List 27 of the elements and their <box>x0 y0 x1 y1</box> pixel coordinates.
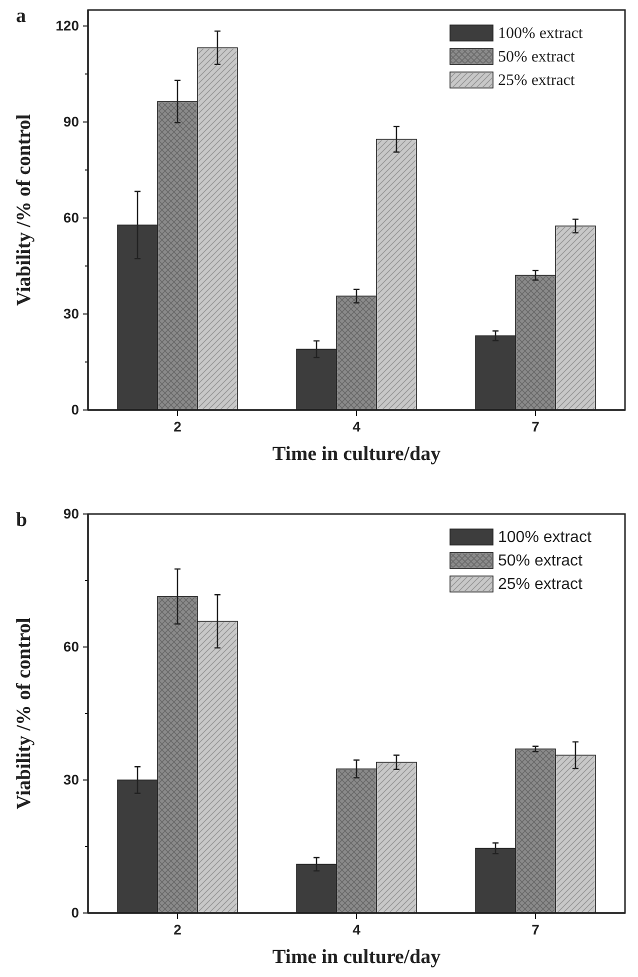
x-tick-label: 7 <box>532 418 540 435</box>
y-tick-label: 60 <box>63 209 80 226</box>
legend-label: 50% extract <box>498 48 576 66</box>
y-tick-label: 90 <box>63 505 80 522</box>
x-tick-label: 2 <box>174 922 182 938</box>
x-axis-title: Time in culture/day <box>272 946 441 968</box>
y-tick-label: 30 <box>63 305 80 322</box>
legend-label: 25% extract <box>498 576 584 593</box>
x-tick-label: 4 <box>352 418 361 435</box>
legend-label: 100% extract <box>498 529 592 546</box>
y-axis-title: Viability /% of control <box>13 617 35 810</box>
y-tick-label: 60 <box>63 638 80 654</box>
legend-label: 25% extract <box>498 72 576 89</box>
y-tick-label: 120 <box>56 17 80 34</box>
y-tick-label: 0 <box>71 904 80 920</box>
x-tick-label: 2 <box>174 418 182 435</box>
x-tick-label: 4 <box>352 922 361 938</box>
chart-title: b <box>16 509 28 531</box>
x-tick-label: 7 <box>532 922 540 938</box>
legend-label: 100% extract <box>498 25 584 42</box>
y-tick-label: 30 <box>63 771 80 788</box>
y-tick-label: 90 <box>63 113 80 130</box>
x-axis-title: Time in culture/day <box>272 443 441 465</box>
chart-title: a <box>16 5 26 27</box>
y-tick-label: 0 <box>71 401 80 418</box>
y-axis-title: Viability /% of control <box>13 114 35 306</box>
legend-label: 50% extract <box>498 552 584 570</box>
